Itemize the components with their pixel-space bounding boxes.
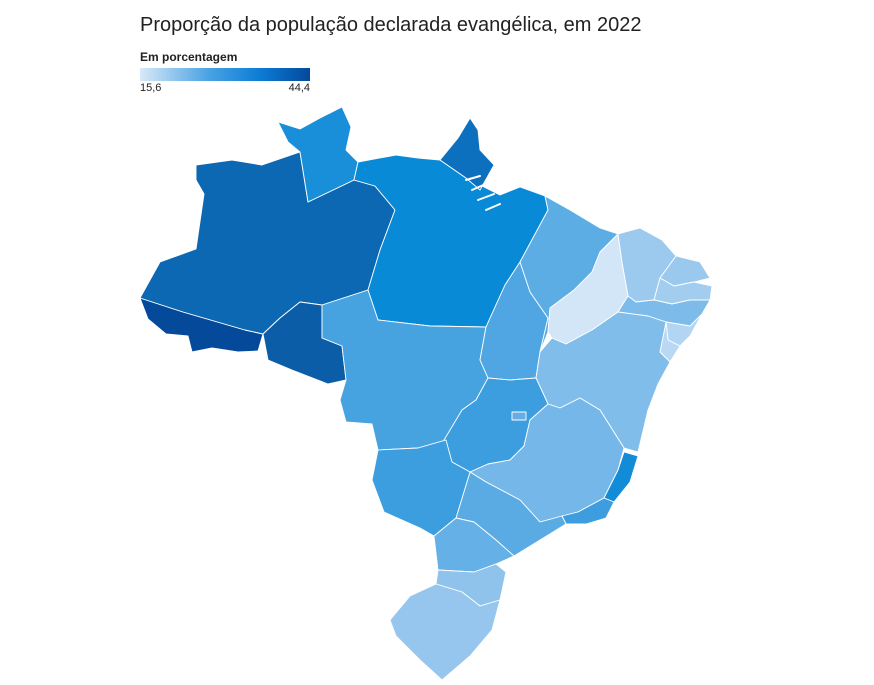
- legend-min-value: 15,6: [140, 82, 162, 94]
- state-ap[interactable]: [439, 117, 495, 191]
- color-legend: Em porcentagem 15,6 44,4: [140, 50, 312, 95]
- legend-max-value: 44,4: [288, 82, 310, 94]
- legend-ticks: 15,6 44,4: [140, 81, 312, 95]
- state-rs[interactable]: [389, 583, 501, 681]
- legend-label: Em porcentagem: [140, 50, 238, 64]
- state-df[interactable]: [511, 411, 527, 421]
- amazon-delta-channels: [465, 175, 505, 211]
- state-rr[interactable]: [277, 106, 359, 203]
- chart-title: Proporção da população declarada evangél…: [140, 14, 642, 36]
- legend-color-bar: [140, 68, 310, 81]
